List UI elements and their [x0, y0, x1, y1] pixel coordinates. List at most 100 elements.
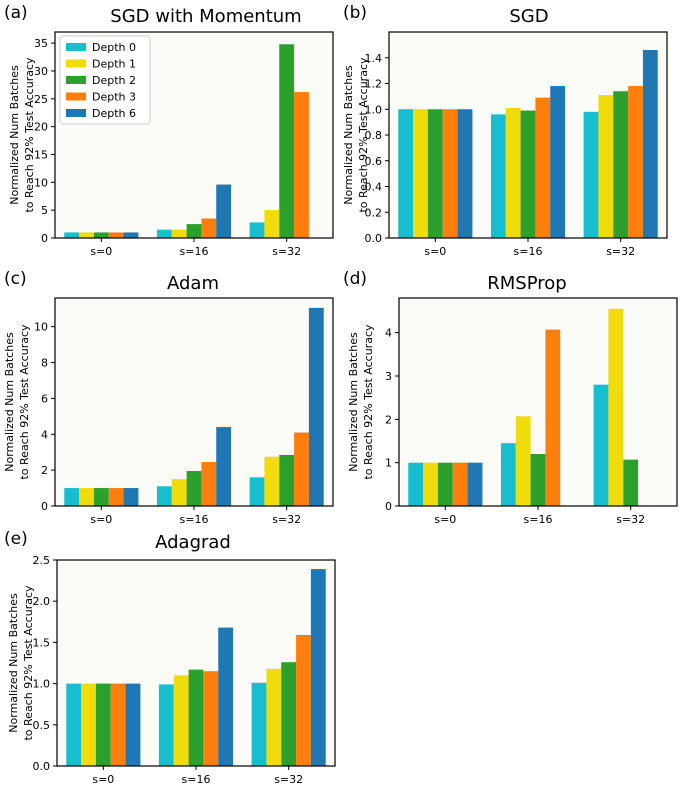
bar: [550, 86, 566, 238]
chart-panel: 0 5 10 15 20 25 30 35 s=0 s=16 s=32 SGD with Moment…: [4, 3, 334, 258]
bar: [279, 454, 295, 506]
x-tick-label: s=0: [90, 245, 112, 258]
bar: [95, 683, 111, 766]
chart-panel: 0 2 4 6 8 10 s=0 s=16 s=32 Adam (c) Normalized Num …: [3, 269, 334, 526]
bar: [515, 416, 531, 506]
legend-swatch: [66, 109, 86, 117]
y-tick-label: 0: [41, 232, 48, 245]
bar: [216, 184, 232, 238]
panel-label: (b): [343, 3, 367, 23]
panel-label: (c): [4, 269, 27, 289]
y-tick-label: 8: [41, 357, 48, 370]
bar: [281, 662, 297, 766]
bar: [427, 109, 443, 238]
legend-frame: [59, 35, 151, 125]
bar: [437, 462, 453, 506]
x-tick-label: s=16: [180, 245, 209, 258]
y-tick-label: 1.0: [365, 103, 383, 116]
y-tick-label: 4: [385, 327, 392, 340]
bar: [64, 232, 80, 238]
chart-title: RMSProp: [487, 273, 566, 294]
bar: [93, 232, 109, 238]
y-tick-label: 20: [34, 121, 48, 134]
x-tick-label: s=32: [606, 245, 635, 258]
y-tick-label: 2.5: [33, 554, 51, 567]
panel-label: (e): [4, 529, 28, 549]
x-tick-label: s=16: [514, 245, 543, 258]
bar: [156, 229, 172, 238]
bar: [296, 634, 311, 766]
y-tick-label: 2: [385, 413, 392, 426]
bar: [623, 459, 639, 506]
y-tick-label: 3: [385, 370, 392, 383]
bar: [79, 232, 94, 238]
bar: [123, 488, 139, 506]
x-tick-label: s=0: [92, 773, 114, 786]
bar: [413, 109, 428, 238]
x-tick-label: s=32: [616, 513, 645, 526]
bar: [442, 109, 458, 238]
bar: [452, 462, 468, 506]
y-tick-label: 1.0: [33, 678, 51, 691]
y-tick-label: 4: [41, 428, 48, 441]
bar: [108, 488, 124, 506]
bar: [171, 229, 187, 238]
bar: [186, 224, 202, 238]
y-tick-label: 0.4: [365, 181, 383, 194]
y-tick-label: 35: [34, 37, 48, 50]
y-axis-label: to Reach 92% Test Accuracy: [23, 57, 36, 213]
bar: [467, 462, 483, 506]
y-tick-label: 0.0: [33, 760, 51, 773]
bar: [266, 668, 282, 766]
x-tick-label: s=32: [274, 773, 303, 786]
x-tick-label: s=32: [272, 245, 301, 258]
bar: [613, 91, 629, 238]
legend-label: Depth 3: [92, 91, 136, 104]
y-tick-label: 0.8: [365, 129, 383, 142]
y-axis-label: Normalized Num Batches: [8, 65, 21, 205]
y-tick-label: 1.2: [365, 78, 383, 91]
y-tick-label: 1.5: [33, 636, 51, 649]
y-tick-label: 1: [385, 457, 392, 470]
bar: [173, 675, 189, 766]
panel-label: (a): [4, 3, 28, 23]
y-axis-label: Normalized Num Batches: [3, 332, 16, 472]
bar: [598, 95, 614, 238]
bar: [608, 308, 624, 506]
bar: [423, 462, 438, 506]
legend-swatch: [66, 92, 86, 101]
chart-title: Adam: [167, 273, 219, 294]
bar: [583, 111, 599, 238]
bar: [251, 682, 267, 766]
bar: [545, 329, 561, 506]
bar: [123, 232, 139, 238]
bar: [264, 456, 280, 506]
y-tick-label: 2: [41, 464, 48, 477]
y-tick-label: 25: [34, 93, 48, 106]
x-tick-label: s=0: [424, 245, 446, 258]
bar: [125, 683, 141, 766]
bar: [186, 471, 202, 506]
bar: [628, 86, 643, 238]
y-tick-label: 10: [34, 321, 48, 334]
bar: [530, 454, 546, 506]
y-axis-label: Normalized Num Batches: [347, 332, 360, 472]
legend-label: Depth 1: [92, 58, 136, 71]
bar: [593, 384, 609, 506]
y-tick-label: 5: [41, 204, 48, 217]
bar: [500, 443, 516, 506]
bar: [535, 97, 551, 238]
y-axis-label: Normalized Num Batches: [7, 593, 20, 733]
bar: [642, 50, 658, 238]
y-tick-label: 0.2: [365, 206, 383, 219]
bar: [79, 488, 94, 506]
bar: [408, 462, 424, 506]
bar: [108, 232, 124, 238]
bar: [81, 683, 96, 766]
y-axis-label: to Reach 92% Test Accuracy: [362, 324, 375, 480]
x-tick-label: s=32: [272, 513, 301, 526]
y-tick-label: 0: [385, 500, 392, 513]
legend-swatch: [66, 43, 86, 51]
legend-swatch: [66, 76, 86, 84]
